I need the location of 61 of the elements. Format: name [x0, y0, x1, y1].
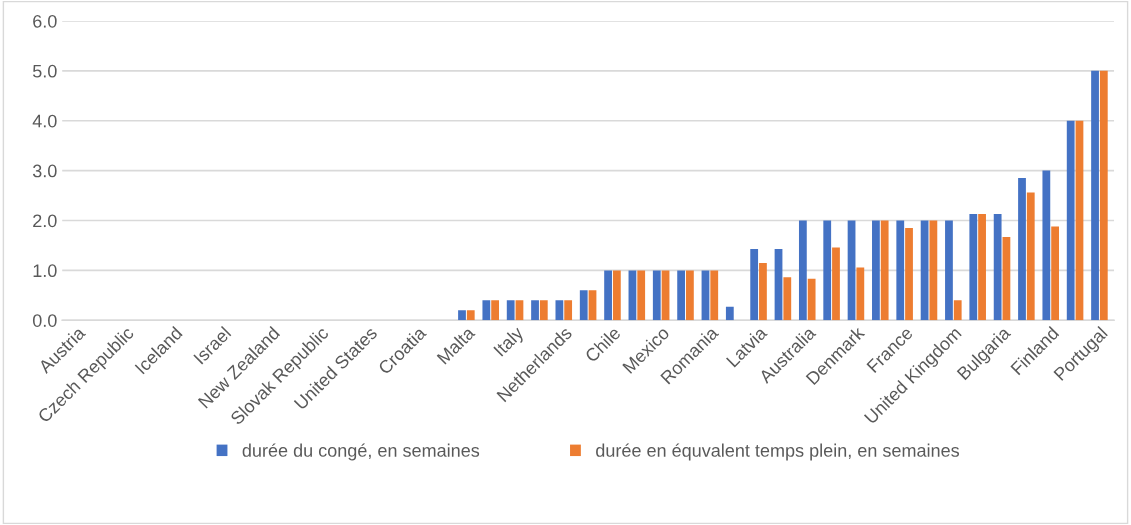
bar [1018, 178, 1026, 321]
bar [604, 270, 612, 321]
bar [1091, 70, 1099, 321]
bar [896, 220, 905, 321]
bar [1066, 120, 1075, 321]
bar [783, 277, 792, 321]
bar [628, 270, 637, 321]
bar [905, 227, 913, 321]
bar [880, 220, 889, 321]
legend-label: durée en équvalent temps plein, en semaines [596, 443, 960, 461]
bar [807, 278, 816, 321]
bar [482, 300, 491, 321]
bar [652, 270, 661, 321]
bar [856, 267, 865, 321]
bar [725, 306, 734, 321]
bar [661, 270, 670, 321]
bar [945, 220, 953, 321]
bar [1051, 226, 1060, 321]
bar [458, 310, 466, 321]
bar [823, 220, 832, 321]
bar [832, 247, 840, 321]
bar [920, 220, 929, 321]
y-tick-label: 6.0 [33, 14, 57, 28]
y-tick-label: 3.0 [32, 164, 57, 178]
y-tick-label: 1.0 [33, 264, 57, 278]
y-tick-label: 0.0 [32, 314, 57, 327]
bar [953, 300, 962, 321]
bar [579, 290, 588, 321]
y-tick-label: 4.0 [32, 114, 57, 128]
bar [929, 220, 938, 321]
bar [515, 300, 524, 321]
bar [686, 270, 694, 321]
bar [637, 270, 646, 321]
bar [710, 270, 719, 321]
bar [1026, 192, 1035, 321]
y-tick-label: 2.0 [33, 214, 57, 228]
bar [677, 270, 686, 321]
bar [1002, 236, 1011, 321]
bar [969, 214, 978, 321]
bar [491, 300, 500, 321]
bar [759, 262, 767, 321]
bar [612, 270, 621, 321]
bar [531, 300, 539, 321]
bar [978, 214, 986, 321]
bar [993, 214, 1002, 321]
bar [847, 220, 856, 321]
bar [872, 220, 880, 321]
bar [466, 310, 475, 321]
bar [1042, 170, 1051, 321]
bar [588, 290, 597, 321]
bar [1075, 120, 1084, 321]
legend-label: durée du congé, en semaines [242, 443, 480, 461]
bar [701, 270, 710, 321]
bar [798, 220, 807, 321]
y-tick-label: 5.0 [32, 64, 57, 78]
bar [750, 248, 759, 321]
bar [506, 300, 515, 321]
bar [564, 300, 573, 321]
bar [539, 300, 548, 321]
bar [1099, 70, 1108, 321]
bar [555, 300, 564, 321]
